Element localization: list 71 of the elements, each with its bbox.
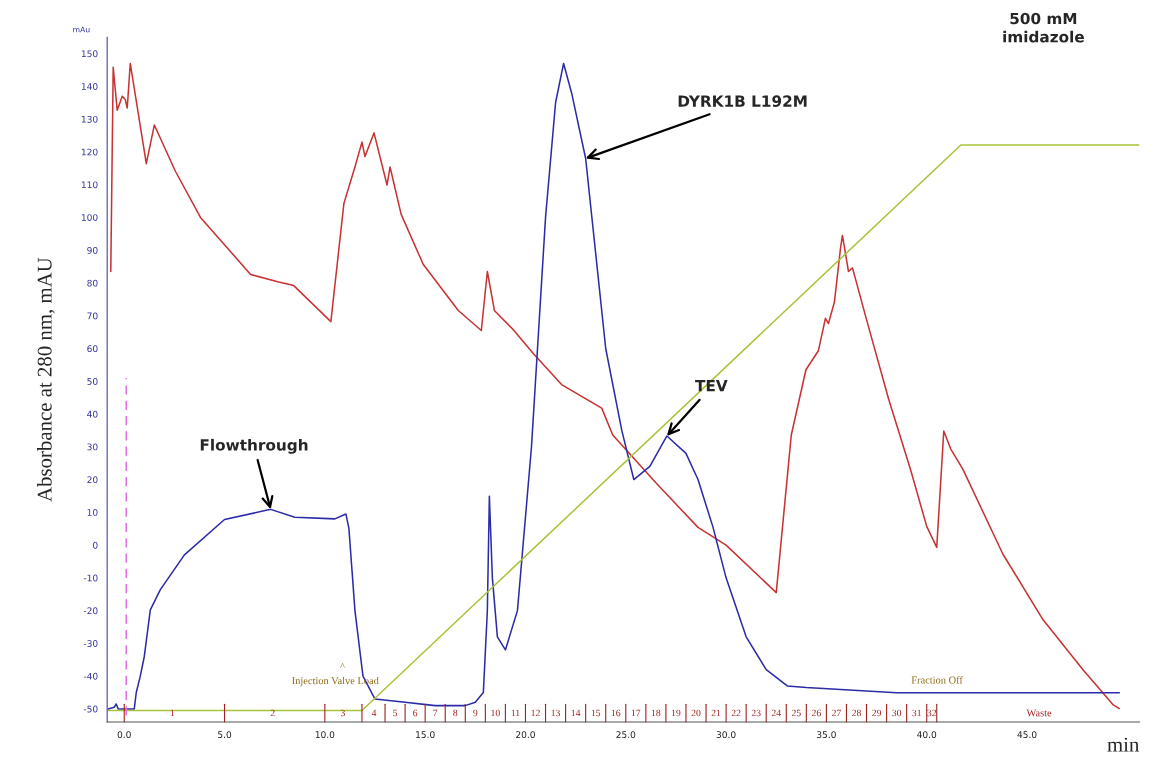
- annotation: 14: [571, 709, 581, 717]
- annotation: 3: [340, 709, 345, 717]
- x-tick-label: 10.0: [315, 731, 335, 739]
- y-tick-label: 20: [87, 476, 98, 484]
- y-tick-label: 30: [87, 443, 98, 451]
- x-tick-label: 35.0: [817, 731, 836, 739]
- annotation: DYRK1B L192M: [678, 95, 807, 107]
- x-tick-label: 25.0: [616, 731, 636, 739]
- annotation: 11: [511, 709, 520, 717]
- annotation: 25: [791, 709, 801, 717]
- annotation: 19: [671, 709, 681, 717]
- annotation: 12: [531, 709, 540, 717]
- y-tick-label: 50: [87, 377, 98, 385]
- y-tick-label: 140: [81, 83, 98, 90]
- annotation: 2: [270, 709, 275, 717]
- x-tick-label: 20.0: [516, 731, 535, 739]
- annotation: 15: [591, 709, 601, 717]
- x-tick-label: 30.0: [716, 731, 736, 739]
- y-tick-label: 90: [87, 246, 98, 254]
- x-tick-label: 15.0: [416, 731, 435, 739]
- annotation: 26: [811, 709, 821, 717]
- annotation: 8: [453, 709, 458, 717]
- y-tick-label: 0: [93, 541, 98, 549]
- annotation: 22: [731, 709, 741, 717]
- annotation: 23: [751, 709, 761, 717]
- y-tick-label: 80: [87, 279, 98, 287]
- y-axis-title: Absorbance at 280 nm, mAU: [37, 257, 55, 502]
- y-tick-label: 60: [87, 345, 98, 353]
- annotation: 500 mM imidazole: [1003, 12, 1084, 43]
- annotation: 13: [551, 709, 561, 717]
- y-tick-label: -30: [83, 640, 98, 647]
- annotation: 10: [491, 709, 500, 717]
- annotation: 20: [691, 709, 701, 717]
- y-tick-label: -50: [83, 705, 98, 713]
- y-tick-label: 40: [87, 410, 98, 418]
- annotation: 4: [371, 709, 377, 717]
- x-tick-label: 5.0: [218, 731, 232, 739]
- x-tick-label: 45.0: [1017, 731, 1037, 739]
- annotation: 29: [872, 709, 882, 717]
- annotation: 32: [927, 709, 937, 717]
- annotation: Fraction Off: [911, 676, 963, 684]
- annotation: 5: [393, 709, 398, 717]
- y-tick-label: 150: [81, 50, 98, 58]
- y-tick-label: -10: [83, 574, 98, 582]
- x-tick-label: 0.0: [117, 731, 131, 739]
- annotation: 7: [433, 709, 438, 717]
- annotation: ^: [340, 662, 345, 668]
- y-tick-label: 110: [81, 181, 98, 189]
- x-axis-title: min: [1107, 737, 1140, 752]
- annotation: 27: [832, 709, 842, 717]
- y-tick-label: -20: [83, 607, 98, 615]
- annotation: Flowthrough: [200, 438, 308, 454]
- annotation: 18: [651, 709, 661, 717]
- annotation: 9: [473, 709, 478, 717]
- y-tick-label: -40: [83, 672, 98, 680]
- y-tick-label: 100: [81, 214, 98, 221]
- annotation: 6: [413, 709, 418, 717]
- y-tick-label: 70: [87, 312, 98, 320]
- y-tick-label: 130: [81, 115, 98, 123]
- annotation: 16: [611, 709, 621, 717]
- annotation: 24: [771, 709, 781, 717]
- annotation: 30: [892, 709, 902, 717]
- annotation: 21: [711, 709, 721, 717]
- annotation: 1: [170, 709, 175, 717]
- annotation: 28: [852, 709, 861, 717]
- annotation: Waste: [1026, 709, 1052, 717]
- y-tick-label: 120: [81, 148, 98, 156]
- annotation: 31: [912, 709, 921, 717]
- x-tick-label: 40.0: [917, 731, 937, 739]
- annotation: 17: [631, 709, 641, 717]
- y-tick-label: 10: [87, 509, 98, 516]
